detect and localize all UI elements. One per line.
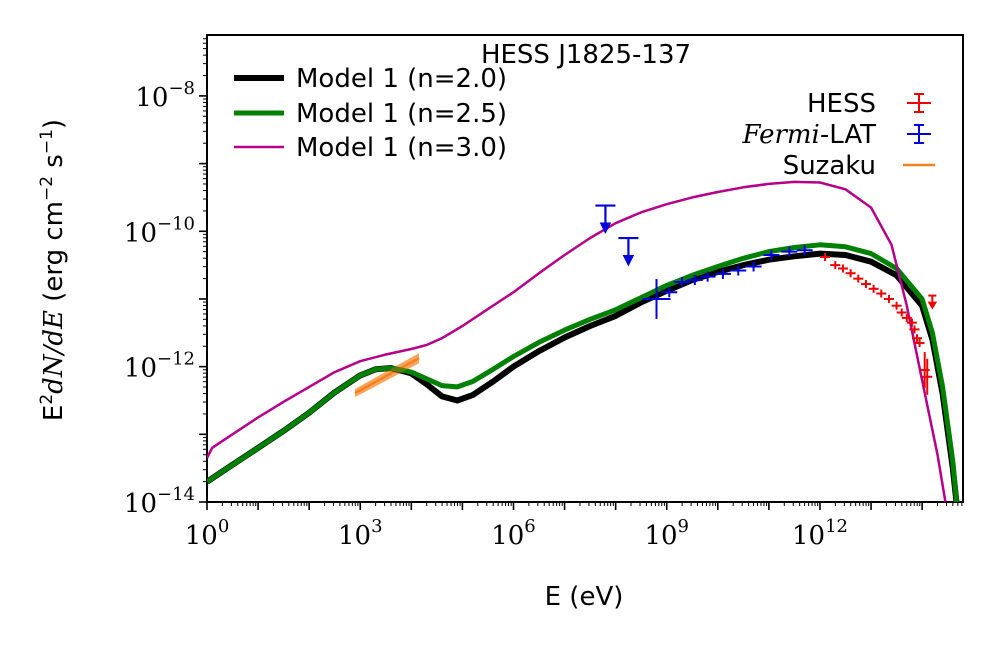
x-tick-label-3: 109 — [644, 516, 689, 551]
x-tick-base: 10 — [338, 521, 371, 551]
fermi-point-1 — [661, 287, 678, 298]
legend-label-fermi: Fermi-LAT — [741, 120, 876, 150]
legend-label-suzaku: Suzaku — [783, 151, 876, 181]
chart-title: HESS J1825-137 — [481, 40, 691, 70]
legend-label-n2-0: Model 1 (n=2.0) — [296, 64, 507, 94]
fermi-point-2 — [674, 277, 691, 288]
legend-marker-hess — [907, 93, 931, 113]
y-axis-label: E2dN/dE (erg cm−2 s−1) — [37, 119, 69, 421]
y-tick-base: 10 — [124, 354, 157, 384]
fermi-ul-arrow-0 — [599, 222, 612, 235]
legend-label-n2-5: Model 1 (n=2.5) — [296, 99, 507, 129]
legend-label-n3-0: Model 1 (n=3.0) — [296, 133, 507, 163]
fermi-point-6 — [730, 265, 747, 276]
hess-point-8 — [883, 294, 894, 303]
hess-point-10 — [896, 308, 907, 317]
x-tick-base: 10 — [792, 521, 825, 551]
hess-ul-arrow-0 — [927, 301, 938, 310]
hess-point-4 — [853, 274, 864, 283]
x-tick-label-0: 100 — [185, 516, 230, 551]
x-tick-base: 10 — [491, 521, 524, 551]
y-tick-label-3: 10−14 — [124, 484, 195, 519]
fermi-point-7 — [745, 261, 762, 272]
legend-models: Model 1 (n=2.0) Model 1 (n=2.5) Model 1 … — [234, 64, 507, 163]
hess-point-13 — [909, 325, 920, 334]
model-curve-2 — [207, 180, 947, 502]
fermi-ul-arrow-1 — [622, 254, 635, 267]
y-tick-exp: −8 — [168, 78, 195, 99]
hess-point-12 — [906, 318, 917, 327]
plot-content — [207, 180, 960, 502]
hess-point-11 — [901, 313, 912, 322]
hess-point-15 — [914, 338, 925, 347]
hess-point-5 — [860, 280, 871, 289]
y-tick-label-1: 10−10 — [124, 213, 195, 248]
y-tick-exp: −12 — [157, 349, 195, 370]
x-tick-base: 10 — [185, 521, 218, 551]
y-tick-base: 10 — [124, 218, 157, 248]
x-tick-exp: 6 — [524, 516, 535, 537]
plot-area — [207, 180, 960, 502]
y-tick-base: 10 — [124, 489, 157, 519]
fermi-point-5 — [714, 268, 731, 279]
x-tick-label-4: 1012 — [792, 516, 848, 551]
y-tick-base: 10 — [135, 83, 168, 113]
y-tick-exp: −14 — [157, 484, 195, 505]
model-curve-1 — [207, 242, 960, 502]
x-axis-label: E (eV) — [545, 582, 624, 612]
hess-point-14 — [912, 334, 923, 343]
y-tick-exp: −10 — [157, 213, 195, 234]
y-tick-label-0: 10−8 — [135, 78, 195, 113]
x-tick-label-1: 103 — [338, 516, 383, 551]
fermi-point-0 — [642, 278, 671, 319]
x-tick-label-2: 106 — [491, 516, 536, 551]
x-tick-base: 10 — [644, 521, 677, 551]
hess-point-0 — [820, 252, 831, 261]
x-axis-ticks: 100 103 106 109 1012 — [185, 502, 963, 551]
hess-point-9 — [891, 301, 902, 310]
hess-upper-limit-0 — [927, 294, 938, 310]
plot-border — [206, 34, 964, 503]
model-curve-0 — [207, 250, 960, 502]
hess-point-2 — [837, 264, 848, 273]
fermi-point-3 — [686, 275, 703, 286]
fermi-point-9 — [781, 246, 798, 257]
x-tick-exp: 12 — [825, 516, 848, 537]
x-tick-exp: 9 — [678, 516, 689, 537]
legend-data: HESS Fermi-LAT Suzaku — [741, 89, 935, 181]
legend-label-hess: HESS — [807, 89, 876, 119]
hess-point-17 — [922, 358, 933, 395]
x-tick-exp: 0 — [218, 516, 229, 537]
axes-frame — [206, 34, 964, 503]
fermi-upper-limit-1 — [618, 236, 639, 267]
suzaku-line — [354, 357, 420, 395]
y-tick-label-2: 10−12 — [124, 349, 195, 384]
fermi-upper-limit-0 — [595, 204, 616, 235]
hess-point-7 — [876, 289, 887, 298]
suzaku-band-overlay — [355, 353, 419, 398]
fermi-point-10 — [796, 245, 813, 256]
legend-marker-fermi — [907, 124, 931, 144]
hess-point-3 — [845, 269, 856, 278]
hess-point-1 — [830, 261, 841, 270]
fermi-point-4 — [699, 271, 716, 282]
x-tick-exp: 3 — [371, 516, 382, 537]
fermi-point-8 — [763, 249, 780, 260]
hess-point-6 — [868, 284, 879, 293]
